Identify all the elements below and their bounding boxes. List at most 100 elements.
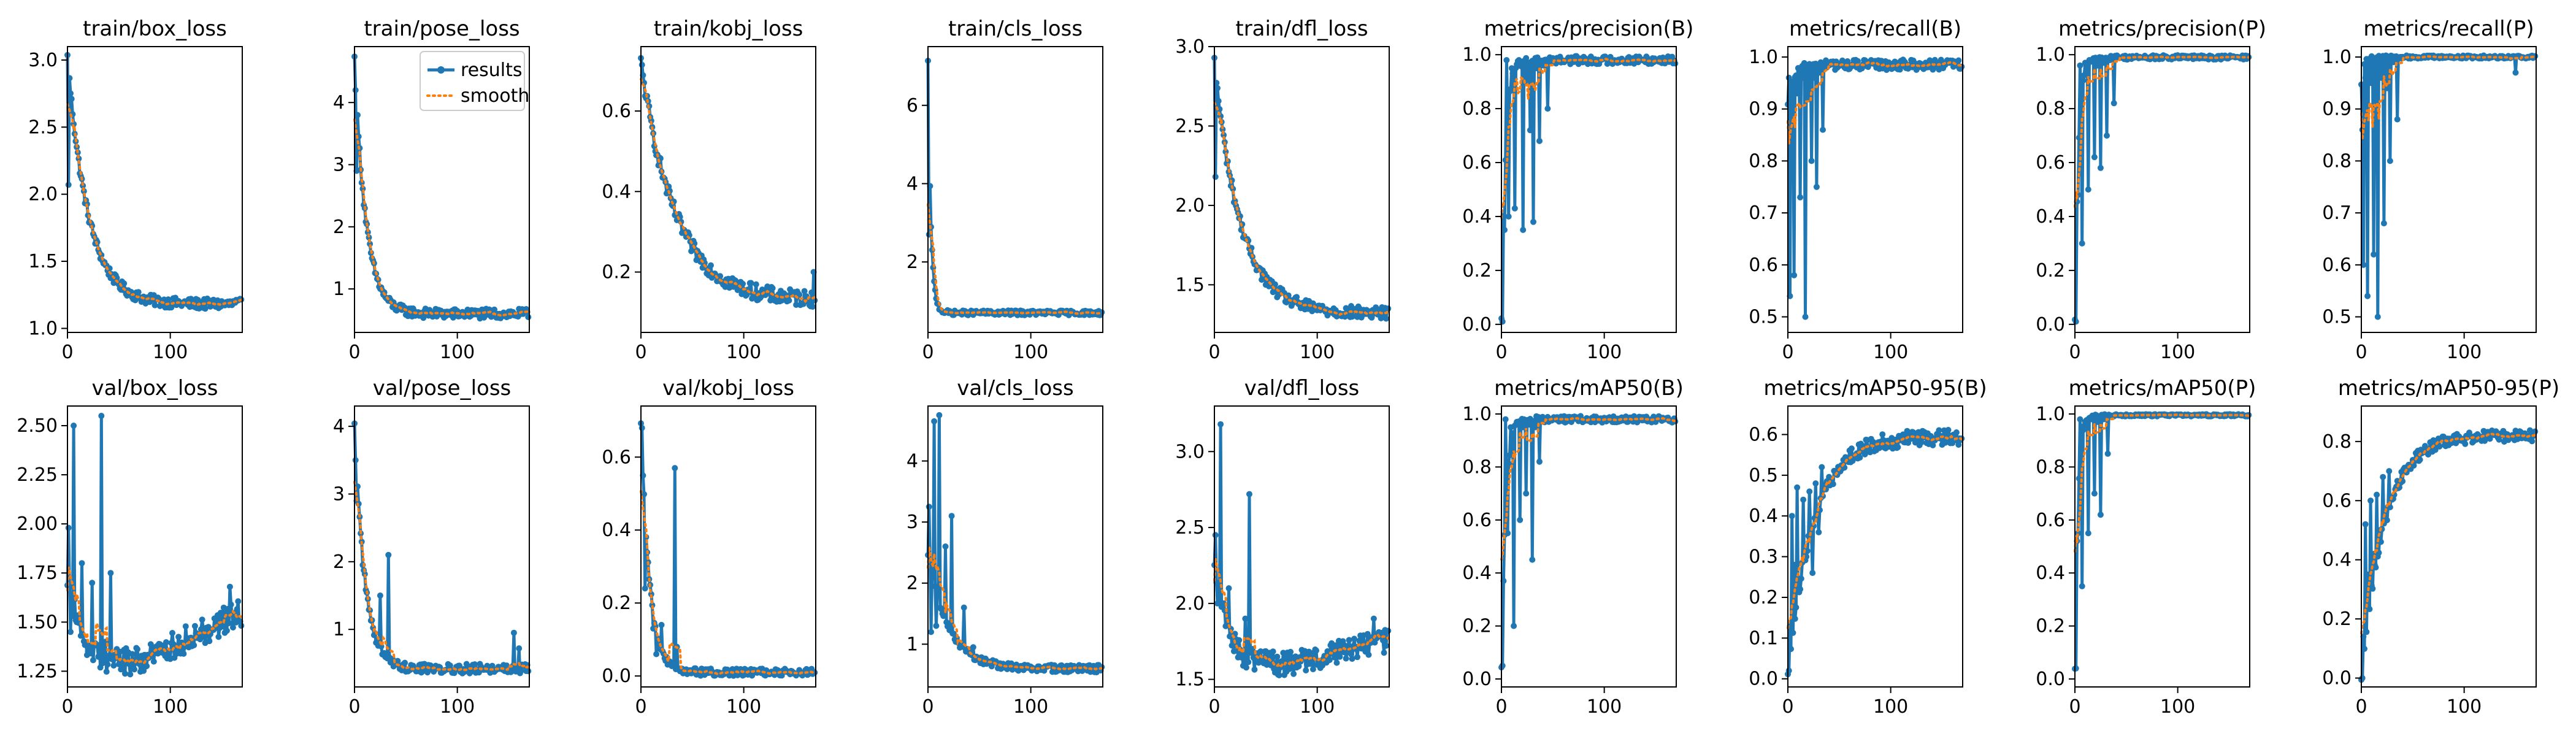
results-point	[2085, 186, 2091, 193]
results-point	[1523, 490, 1530, 497]
y-tick-label: 1.0	[2036, 44, 2065, 66]
results-point	[1217, 421, 1224, 427]
x-tick-label: 100	[1873, 696, 1908, 718]
subplot-metrics-map50-b-: metrics/mAP50(B) 0 100 0.0 0.2 0.4 0.6 0.8 1.0	[1462, 376, 1684, 718]
results-point	[638, 61, 645, 68]
axes-frame	[1501, 405, 1677, 688]
y-tick-label: 0.2	[2322, 608, 2352, 630]
subplot-title: train/kobj_loss	[654, 17, 803, 41]
results-point	[1529, 556, 1536, 563]
x-tick-label: 100	[440, 342, 475, 363]
y-tick-label: 0.8	[2036, 98, 2065, 120]
results-point	[796, 291, 803, 298]
smooth-line	[1787, 434, 1963, 630]
results-point	[1809, 570, 1816, 577]
subplot-title: train/box_loss	[83, 17, 227, 41]
results-point	[1830, 481, 1836, 488]
results-point	[95, 653, 102, 660]
x-tick-label: 100	[2160, 342, 2195, 363]
results-point	[2377, 539, 2384, 545]
results-point	[447, 662, 453, 669]
y-tick-label: 2.5	[28, 117, 58, 138]
y-tick-label: 2	[907, 573, 918, 594]
subplot-title: val/dfl_loss	[1244, 376, 1360, 401]
results-point	[2383, 517, 2390, 524]
results-point	[1904, 427, 1911, 434]
results-point	[1857, 454, 1863, 461]
results-point	[672, 465, 678, 472]
results-point	[226, 620, 232, 626]
results-point	[1242, 615, 1249, 622]
y-tick-label: 0.4	[1462, 562, 1492, 584]
results-point	[932, 583, 938, 589]
y-tick-label: 0.6	[2036, 152, 2065, 174]
y-tick-label: 1.0	[2036, 404, 2065, 425]
x-tick-label: 100	[2447, 696, 2482, 718]
results-point	[638, 424, 645, 431]
results-point	[1326, 657, 1333, 664]
results-point	[810, 304, 816, 310]
results-point	[1793, 72, 1800, 79]
results-point	[1544, 105, 1551, 112]
y-tick-label: 0.6	[1462, 152, 1492, 174]
y-tick-label: 0.5	[1749, 465, 1778, 486]
y-tick-label: 0.0	[602, 665, 631, 687]
results-point	[1848, 445, 1855, 452]
results-line	[2359, 54, 2536, 319]
subplot-title: metrics/precision(P)	[2058, 17, 2266, 41]
results-point	[1501, 226, 1508, 233]
results-point	[1499, 662, 1506, 669]
results-point	[2377, 74, 2384, 81]
y-tick-label: 0.1	[1749, 627, 1778, 649]
results-point	[472, 661, 478, 668]
results-point	[2394, 116, 2401, 123]
x-tick-label: 100	[153, 696, 188, 718]
results-point	[1313, 647, 1319, 654]
y-tick-label: 0.7	[1749, 202, 1778, 224]
results-point	[1370, 615, 1377, 622]
results-point	[182, 623, 189, 630]
results-point	[1797, 194, 1804, 201]
x-tick-label: 100	[726, 696, 761, 718]
results-point	[2374, 491, 2380, 498]
subplot-train-box-loss: train/box_loss 0 100 1.0 1.5 2.0 2.5 3.0	[28, 17, 245, 363]
y-tick-label: 3.0	[1175, 441, 1205, 462]
results-point	[2097, 164, 2104, 171]
results-point	[234, 606, 240, 613]
results-point	[202, 305, 209, 312]
results-point	[135, 289, 142, 296]
results-point	[2421, 443, 2428, 450]
results-point	[2529, 438, 2536, 445]
results-point	[1955, 57, 1962, 64]
results-point	[1803, 553, 1810, 560]
results-point	[120, 662, 126, 669]
results-point	[129, 651, 136, 657]
y-tick-label: 3.0	[1175, 36, 1205, 58]
y-tick-label: 2.0	[1175, 593, 1205, 615]
results-line	[926, 60, 1103, 317]
results-point	[121, 280, 128, 287]
smooth-line	[2360, 432, 2537, 635]
results-point	[2512, 69, 2519, 76]
results-point	[1343, 655, 1349, 662]
results-point	[1363, 646, 1370, 653]
smooth-line	[927, 203, 1103, 315]
results-point	[1791, 561, 1798, 568]
results-point	[748, 280, 754, 286]
results-point	[2386, 504, 2393, 510]
results-point	[206, 638, 213, 645]
results-point	[1815, 529, 1822, 535]
results-point	[2077, 62, 2083, 69]
y-tick-label: 1.5	[1175, 274, 1205, 296]
results-point	[191, 642, 197, 648]
results-point	[642, 585, 648, 592]
x-tick-label: 0	[1782, 342, 1793, 363]
x-tick-label: 100	[1013, 696, 1048, 718]
y-tick-label: 0.4	[2036, 206, 2065, 228]
results-line	[639, 423, 816, 678]
results-point	[1219, 126, 1226, 132]
y-tick-label: 0.2	[602, 592, 631, 614]
x-tick-label: 100	[1300, 342, 1335, 363]
results-point	[65, 524, 72, 531]
y-tick-label: 0.6	[1749, 424, 1778, 445]
